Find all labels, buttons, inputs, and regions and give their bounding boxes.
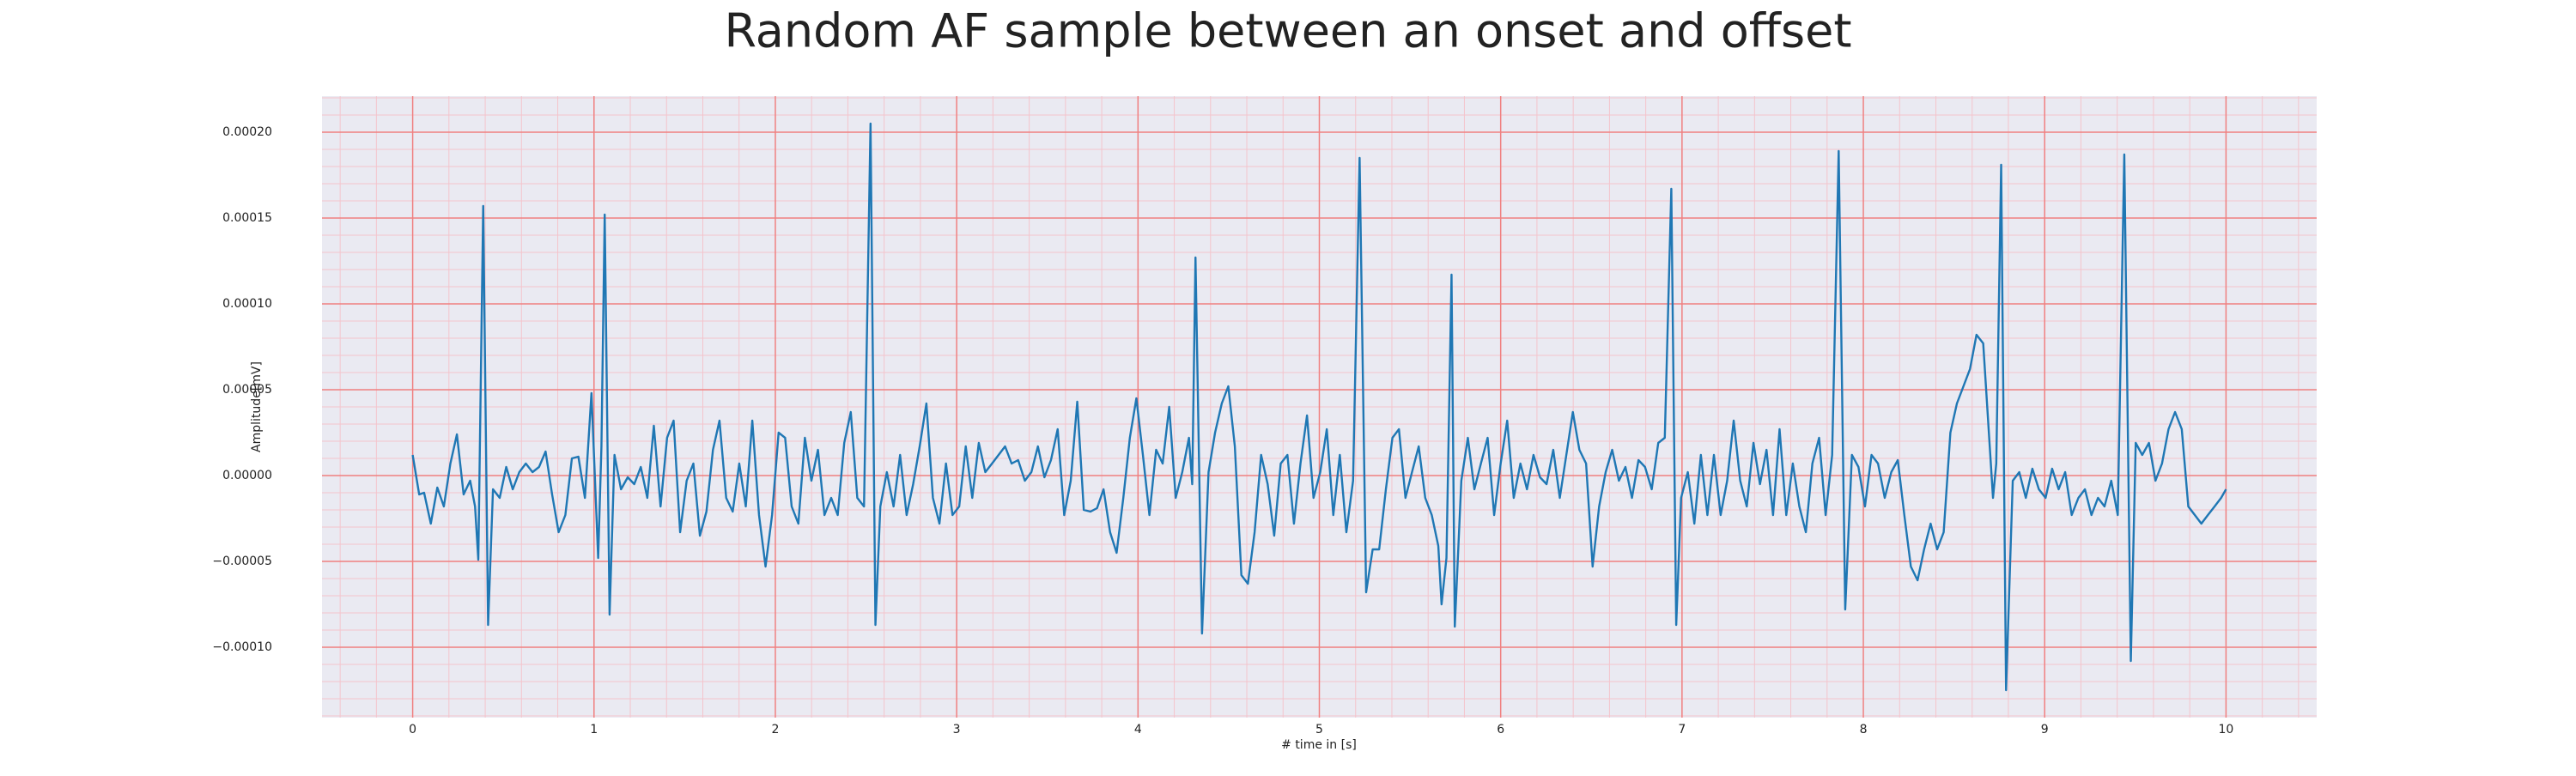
x-tick-label: 5 bbox=[1315, 723, 1323, 737]
x-tick-label: 4 bbox=[1134, 723, 1142, 737]
x-tick-label: 3 bbox=[953, 723, 961, 737]
chart-title: Random AF sample between an onset and of… bbox=[724, 4, 1851, 58]
x-axis-label: # time in [s] bbox=[1281, 738, 1357, 752]
y-tick-label: −0.00005 bbox=[212, 555, 272, 568]
y-axis-label: Amplitude[mV] bbox=[250, 361, 264, 452]
y-tick-label: 0.00015 bbox=[222, 211, 272, 225]
signal-line bbox=[411, 122, 2227, 692]
x-tick-label: 7 bbox=[1678, 723, 1686, 737]
y-tick-label: −0.00010 bbox=[212, 640, 272, 654]
x-tick-label: 9 bbox=[2041, 723, 2049, 737]
x-tick-label: 8 bbox=[1860, 723, 1868, 737]
x-tick-label: 6 bbox=[1497, 723, 1504, 737]
x-tick-label: 2 bbox=[771, 723, 779, 737]
x-tick-label: 10 bbox=[2218, 723, 2233, 737]
x-tick-label: 1 bbox=[590, 723, 598, 737]
y-tick-label: 0.00000 bbox=[222, 469, 272, 482]
y-tick-label: 0.00005 bbox=[222, 383, 272, 397]
y-tick-label: 0.00020 bbox=[222, 125, 272, 139]
y-tick-label: 0.00010 bbox=[222, 297, 272, 311]
x-tick-label: 0 bbox=[409, 723, 416, 737]
